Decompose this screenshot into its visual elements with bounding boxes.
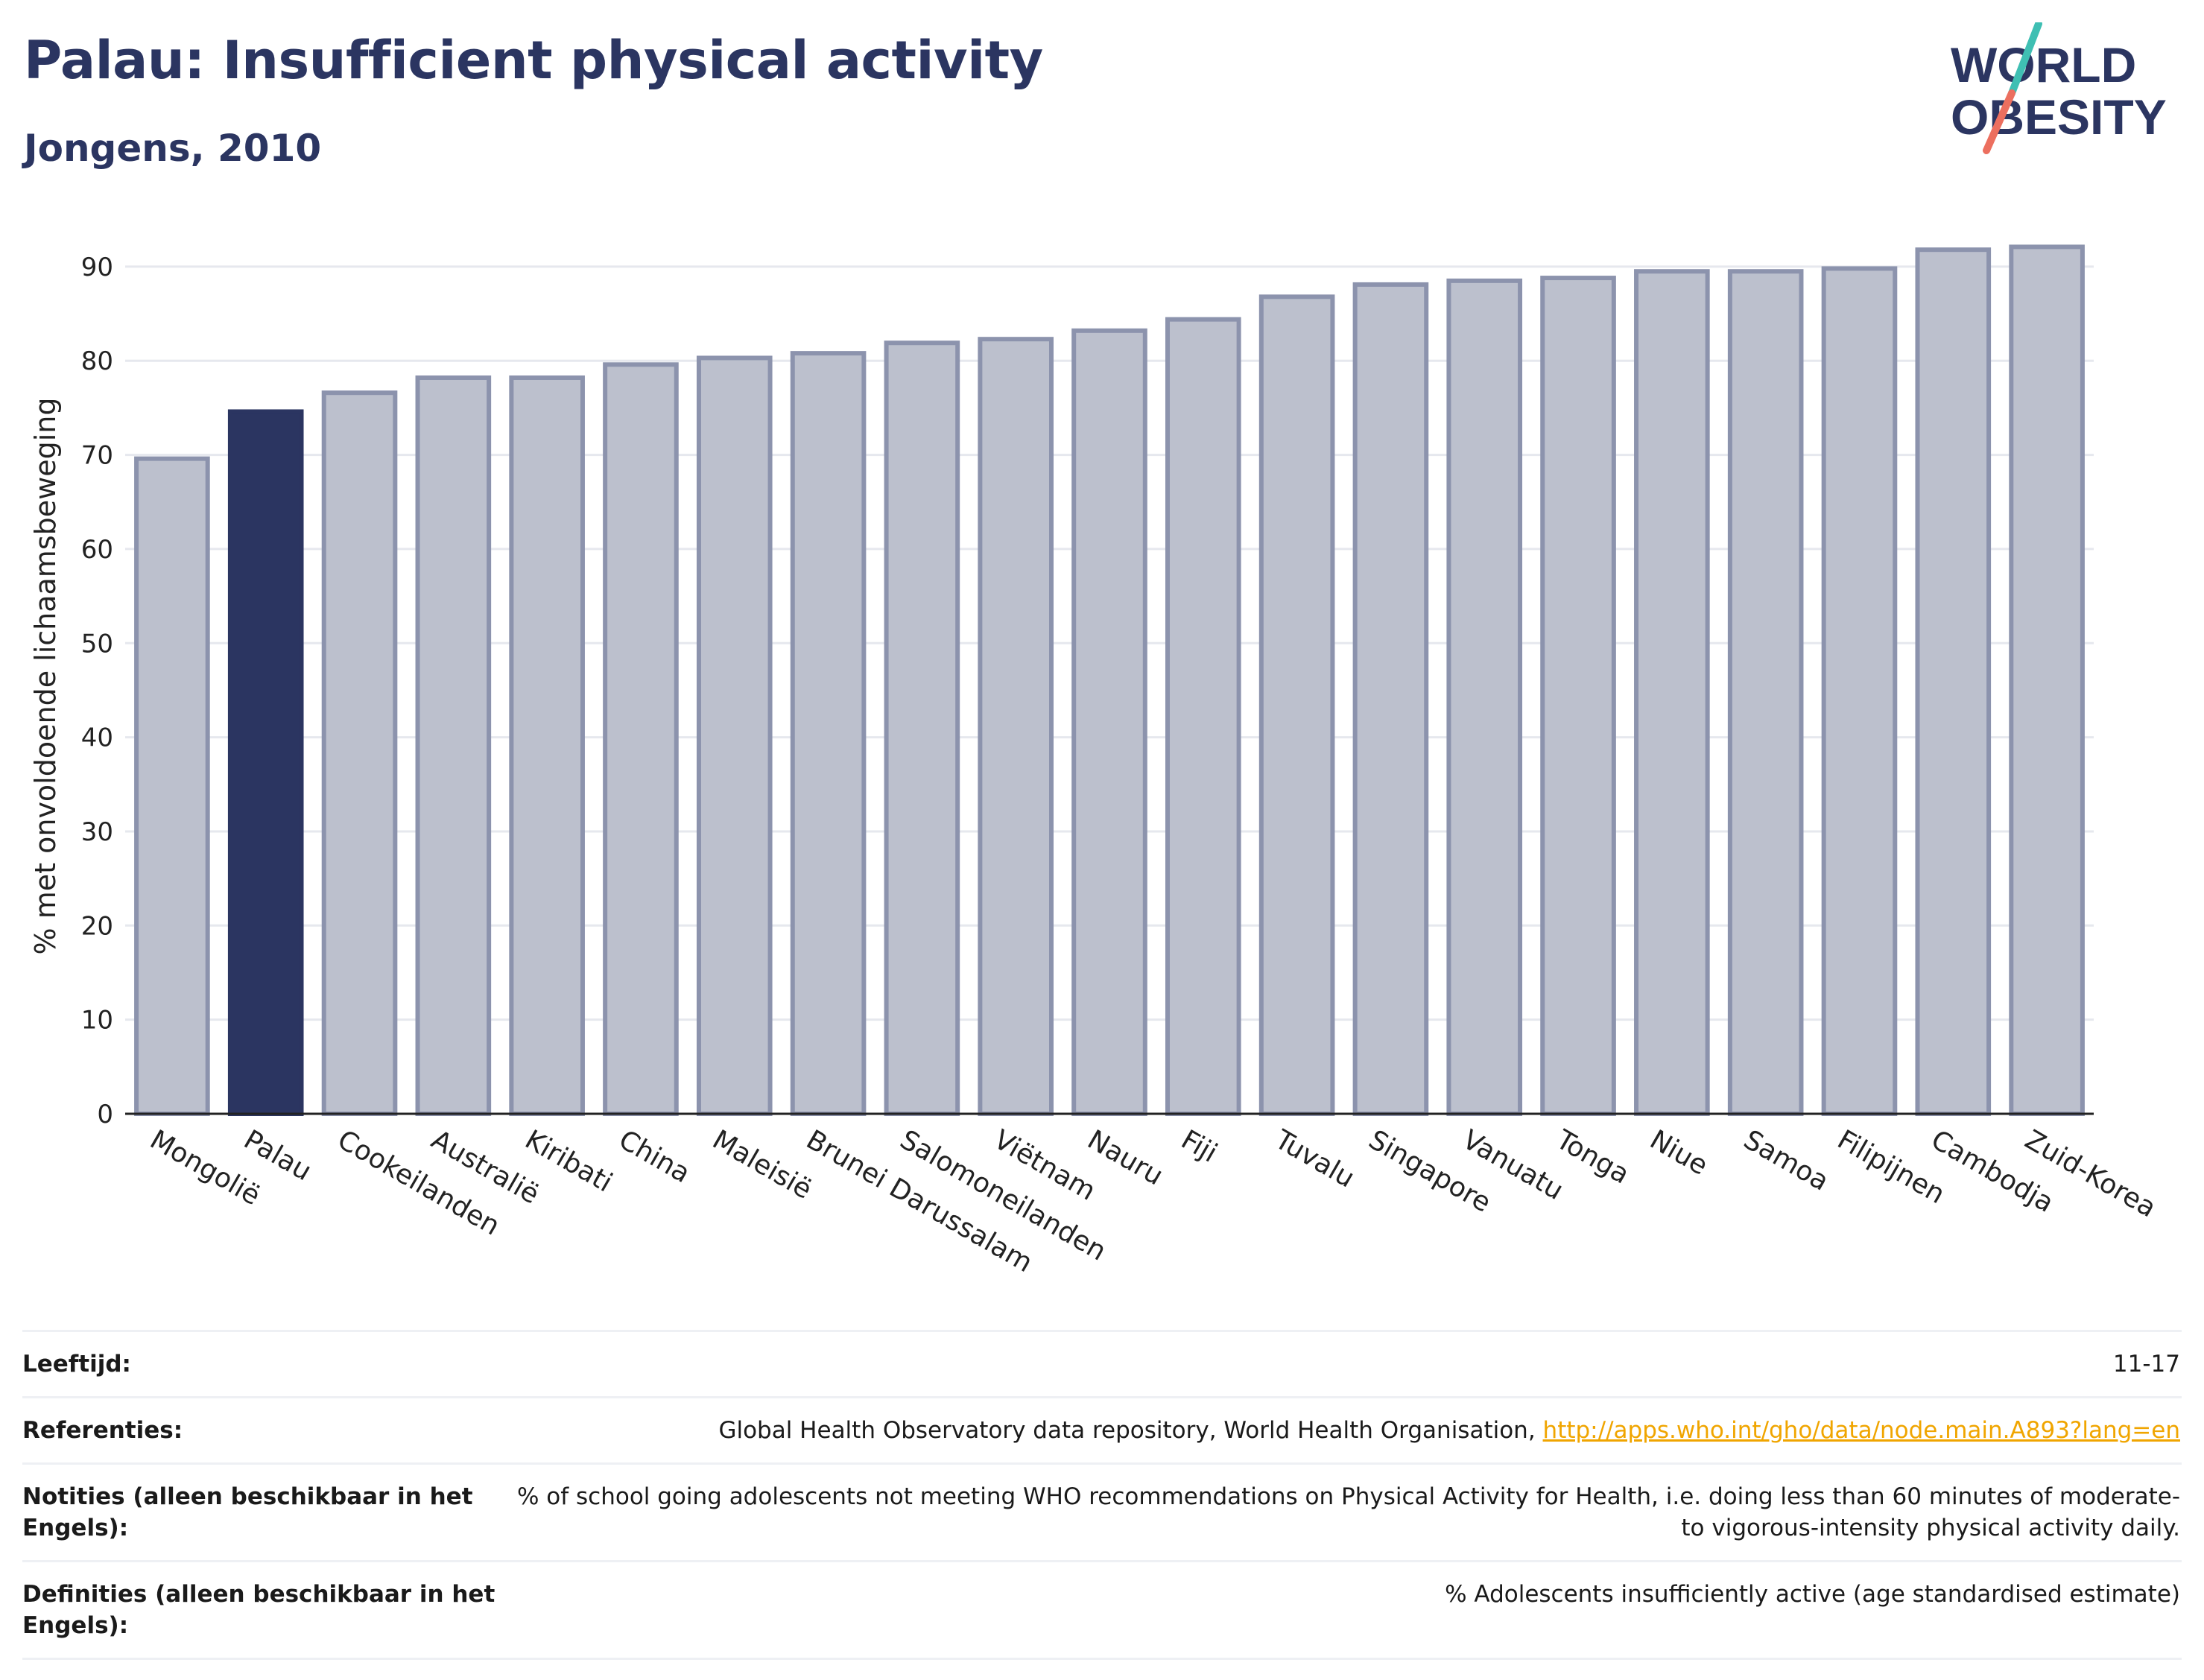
bar (509, 375, 585, 1116)
x-tick-label: Tuvalu (1269, 1124, 1359, 1194)
bar (227, 409, 304, 1116)
y-tick-label: 30 (81, 817, 113, 847)
bar (2009, 244, 2085, 1116)
bar (1071, 328, 1147, 1116)
meta-label-notes: Notities (alleen beschikbaar in het Enge… (22, 1483, 473, 1541)
reference-text: Global Health Observatory data repositor… (718, 1417, 1536, 1444)
bar (603, 362, 679, 1116)
x-tick-label: Cookeilanden (332, 1124, 504, 1241)
bar (321, 390, 398, 1117)
meta-value-references: Global Health Observatory data repositor… (499, 1415, 2182, 1446)
x-tick-label: Niue (1644, 1124, 1712, 1181)
bar (134, 456, 210, 1117)
bar (1352, 282, 1429, 1117)
chart-title: Palau: Insufficient physical activity (24, 30, 1043, 91)
meta-row-definitions: Definities (alleen beschikbaar in het En… (22, 1560, 2182, 1660)
y-tick-label: 50 (81, 629, 113, 659)
logo-text-world: WORLD (1951, 37, 2136, 92)
bar (1634, 269, 1710, 1116)
bar (1821, 266, 1898, 1117)
y-axis-label: % met onvoldoende lichaamsbeweging (29, 398, 62, 955)
x-tick-label: Samoa (1738, 1124, 1834, 1197)
meta-value-notes: % of school going adolescents not meetin… (516, 1483, 2180, 1541)
meta-value-definitions: % Adolescents insufficiently active (age… (1445, 1581, 2180, 1608)
logo-slash-bottom (1983, 89, 2015, 154)
x-tick-label: China (613, 1124, 695, 1189)
logo-text-obesity: OBESITY (1951, 89, 2167, 145)
meta-row-age: Leeftijd: 11-17 (22, 1330, 2182, 1396)
bar (978, 337, 1054, 1116)
y-tick-label: 70 (81, 441, 113, 471)
y-tick-label: 80 (81, 346, 113, 376)
x-tick-label: Fiji (1176, 1124, 1222, 1169)
meta-label-references: Referenties: (22, 1417, 183, 1444)
bar (1915, 247, 1992, 1117)
bar (884, 340, 960, 1116)
bar (1540, 276, 1616, 1116)
y-tick-label: 40 (81, 723, 113, 753)
world-obesity-logo[interactable]: WORLD OBESITY (1937, 22, 2191, 156)
y-tick-label: 60 (81, 535, 113, 565)
y-tick-label: 0 (97, 1100, 113, 1129)
y-tick-label: 90 (81, 253, 113, 282)
x-tick-label: Maleisië (707, 1124, 817, 1205)
metadata-table: Leeftijd: 11-17 Referenties: Global Heal… (22, 1330, 2182, 1660)
bar (1165, 317, 1241, 1117)
x-tick-label: Filipijnen (1832, 1124, 1950, 1210)
y-tick-label: 10 (81, 1006, 113, 1036)
bar (790, 351, 867, 1117)
bar-chart: 0 10 20 30 40 50 60 70 80 90 % met onvoldoende lic… (29, 244, 2161, 1278)
meta-row-notes: Notities (alleen beschikbaar in het Enge… (22, 1462, 2182, 1560)
bar (415, 375, 492, 1116)
chart-subtitle: Jongens, 2010 (24, 127, 322, 170)
bar (1727, 269, 1804, 1116)
meta-row-references: Referenties: Global Health Observatory d… (22, 1396, 2182, 1462)
meta-label-definitions: Definities (alleen beschikbaar in het En… (22, 1581, 495, 1639)
bar (1258, 294, 1335, 1116)
bar (696, 355, 773, 1117)
meta-value-age: 11-17 (2112, 1351, 2180, 1378)
bar (1446, 278, 1523, 1116)
y-tick-label: 20 (81, 911, 113, 941)
meta-label-age: Leeftijd: (22, 1351, 131, 1378)
reference-link[interactable]: http://apps.who.int/gho/data/node.main.A… (1542, 1417, 2180, 1444)
logo-slash-top (2008, 22, 2042, 97)
